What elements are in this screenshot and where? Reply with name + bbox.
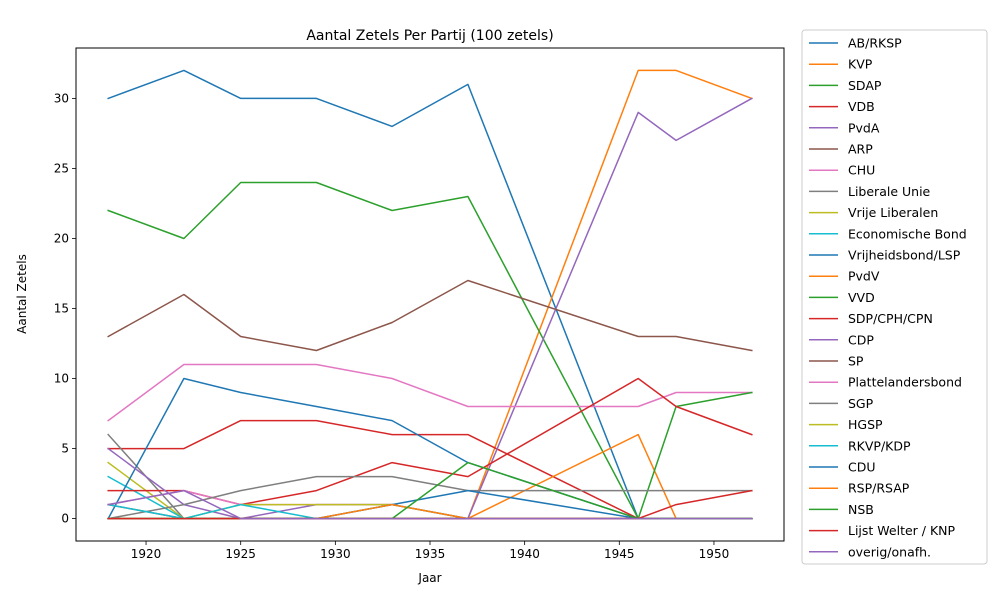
legend-item: AB/RKSP: [809, 36, 902, 51]
legend-item: SDP/CPH/CPN: [809, 311, 933, 326]
legend-label: NSB: [848, 502, 874, 517]
legend-item: Lijst Welter / KNP: [809, 523, 956, 538]
x-tick-label: 1935: [415, 547, 446, 561]
legend-label: overig/onafh.: [848, 544, 931, 559]
legend-label: SGP: [848, 396, 874, 411]
y-tick-label: 20: [54, 231, 69, 245]
legend-item: Plattelandersbond: [809, 375, 962, 390]
x-axis: 1920 1925 1930 1935 1940 1945 1950: [131, 541, 729, 561]
x-tick-label: 1925: [225, 547, 256, 561]
legend-label: Vrije Liberalen: [848, 205, 938, 220]
legend-label: KVP: [848, 57, 873, 72]
legend-item: VVD: [809, 290, 875, 305]
y-tick-label: 30: [54, 91, 69, 105]
x-tick-label: 1950: [699, 547, 730, 561]
x-axis-label: Jaar: [417, 571, 441, 585]
legend-item: CDP: [809, 332, 874, 347]
legend-item: RSP/RSAP: [809, 481, 910, 496]
legend-label: SDAP: [848, 78, 882, 93]
legend-item: VDB: [809, 99, 875, 114]
legend-label: CHU: [848, 163, 875, 178]
legend-label: HGSP: [848, 417, 883, 432]
legend-item: HGSP: [809, 417, 883, 432]
legend-label: VDB: [848, 99, 875, 114]
legend-label: RKVP/KDP: [848, 438, 911, 453]
legend-item: Vrijheidsbond/LSP: [809, 248, 961, 263]
legend-label: PvdA: [848, 120, 880, 135]
legend-label: Economische Bond: [848, 226, 967, 241]
legend-label: CDP: [848, 332, 874, 347]
y-tick-label: 25: [54, 161, 69, 175]
x-tick-label: 1920: [131, 547, 162, 561]
legend-item: Liberale Unie: [809, 184, 931, 199]
legend-item: NSB: [809, 502, 874, 517]
legend-item: SP: [809, 354, 864, 369]
legend-item: SGP: [809, 396, 874, 411]
y-tick-label: 5: [61, 442, 69, 456]
y-tick-label: 10: [54, 372, 69, 386]
series-lines: [107, 69, 753, 520]
legend-label: Plattelandersbond: [848, 375, 962, 390]
legend-item: ARP: [809, 142, 873, 157]
legend-item: CDU: [809, 460, 876, 475]
legend-item: SDAP: [809, 78, 882, 93]
legend-item: Economische Bond: [809, 226, 967, 241]
legend-item: PvdA: [809, 120, 880, 135]
legend-label: Vrijheidsbond/LSP: [848, 248, 961, 263]
legend-item: KVP: [809, 57, 873, 72]
y-tick-label: 15: [54, 302, 69, 316]
legend-item: Vrije Liberalen: [809, 205, 938, 220]
legend-label: SDP/CPH/CPN: [848, 311, 933, 326]
legend-label: ARP: [848, 142, 873, 157]
legend-label: RSP/RSAP: [848, 481, 910, 496]
legend-item: PvdV: [809, 269, 880, 284]
legend-label: CDU: [848, 460, 876, 475]
legend-label: Lijst Welter / KNP: [848, 523, 956, 538]
legend: AB/RKSP KVP SDAP VDB PvdA ARP CHU Liberale Unie…: [801, 29, 988, 565]
series-line: [107, 279, 753, 352]
legend-label: Liberale Unie: [848, 184, 931, 199]
legend-label: SP: [848, 354, 864, 369]
axes-background: [76, 48, 784, 541]
x-tick-label: 1945: [604, 547, 635, 561]
y-axis: 0 5 10 15 20 25 30: [54, 91, 76, 526]
legend-label: VVD: [848, 290, 875, 305]
x-tick-label: 1940: [509, 547, 540, 561]
legend-item: CHU: [809, 163, 875, 178]
y-tick-label: 0: [61, 512, 69, 526]
x-tick-label: 1930: [320, 547, 351, 561]
legend-item: overig/onafh.: [809, 544, 931, 559]
plot-area: [75, 47, 785, 542]
series-line: [107, 489, 753, 520]
y-axis-label: Aantal Zetels: [15, 254, 29, 334]
chart-title: Aantal Zetels Per Partij (100 zetels): [306, 28, 553, 44]
legend-label: AB/RKSP: [848, 36, 902, 51]
legend-box: [801, 29, 988, 565]
legend-item: RKVP/KDP: [809, 438, 911, 453]
legend-label: PvdV: [848, 269, 880, 284]
